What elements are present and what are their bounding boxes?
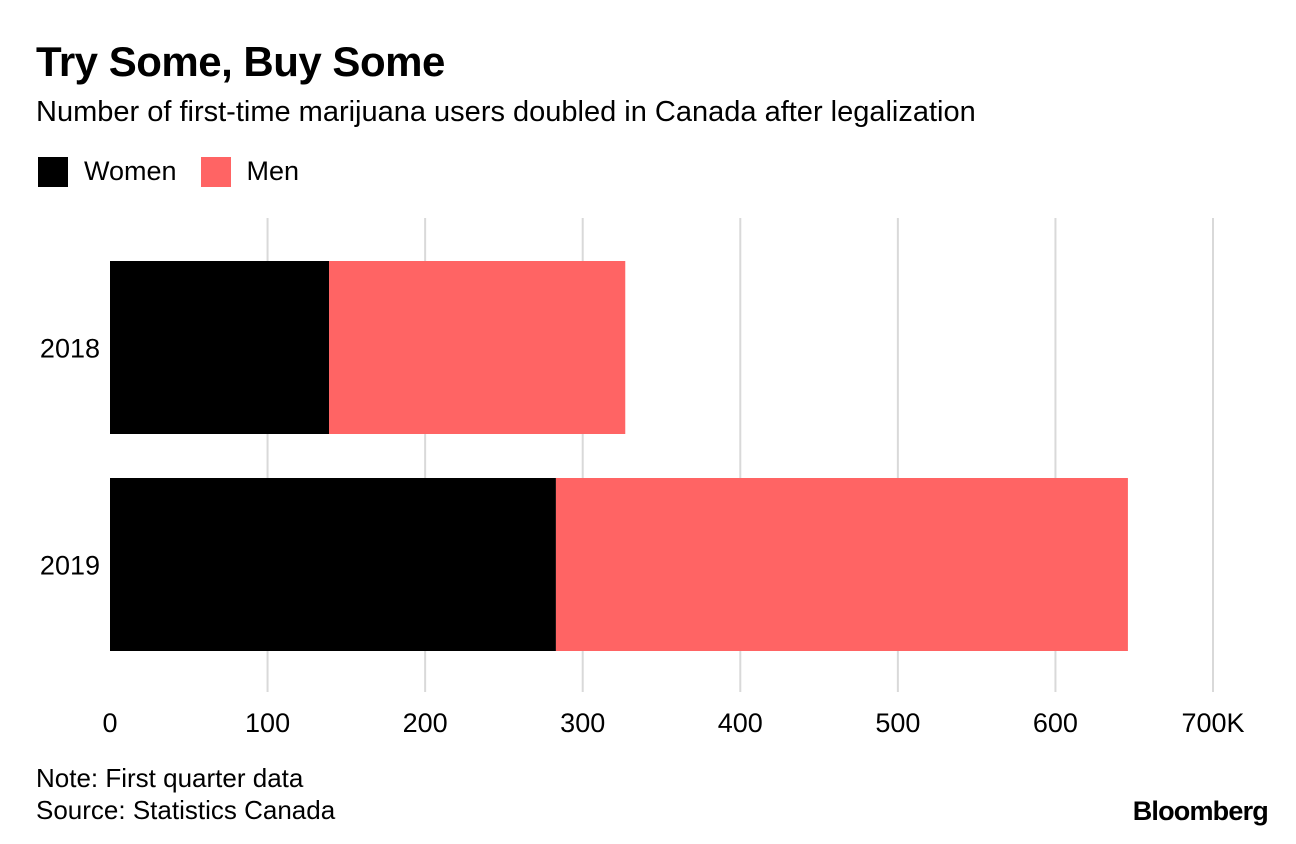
legend-item-women: Women (38, 156, 177, 187)
note-text: Note: First quarter data (36, 763, 304, 793)
x-tick-label-400: 400 (718, 708, 763, 738)
x-tick-label-300: 300 (560, 708, 605, 738)
x-tick-label-600: 600 (1033, 708, 1078, 738)
source-text: Source: Statistics Canada (36, 795, 336, 825)
bar-2019-women (110, 478, 556, 651)
footnote: Note: First quarter data Source: Statist… (36, 762, 335, 826)
bloomberg-logo: Bloomberg (1132, 796, 1269, 826)
legend-item-men: Men (200, 156, 300, 187)
bar-2019-men (555, 478, 1128, 651)
x-tick-label-0: 0 (102, 708, 117, 738)
legend-swatch-men (200, 156, 231, 187)
x-tick-label-200: 200 (403, 708, 448, 738)
bar-2018-men (329, 261, 626, 434)
bar-chart: 2018 2019 0 100 200 300 400 500 600 700K (40, 218, 1245, 738)
category-label-2018: 2018 (40, 334, 100, 364)
chart-title: Try Some, Buy Some (36, 38, 445, 85)
x-tick-label-500: 500 (875, 708, 920, 738)
legend: Women Men (38, 156, 323, 187)
category-label-2019: 2019 (40, 551, 100, 581)
legend-label-men: Men (246, 156, 300, 186)
x-tick-label-700K: 700K (1181, 708, 1244, 738)
bar-2018-women (110, 261, 330, 434)
x-tick-label-100: 100 (245, 708, 290, 738)
legend-label-women: Women (84, 156, 177, 186)
legend-swatch-women (38, 156, 68, 187)
chart-subtitle: Number of first-time marijuana users dou… (36, 96, 976, 128)
